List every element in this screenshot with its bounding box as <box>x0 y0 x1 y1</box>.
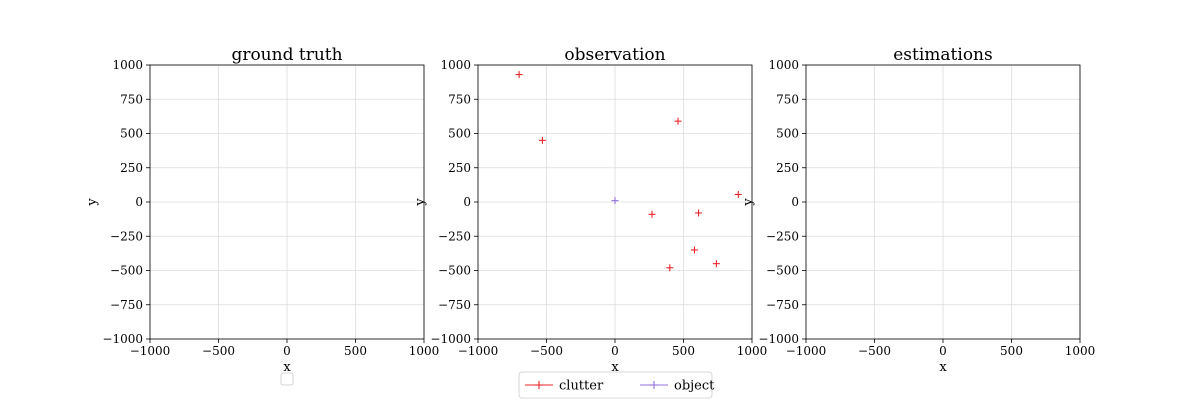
legend <box>280 372 294 386</box>
y-tick-label: 500 <box>776 127 799 141</box>
x-tick-label: 500 <box>344 344 367 358</box>
y-tick-label: 750 <box>120 92 143 106</box>
clutter-point <box>666 264 674 272</box>
x-tick-label: −500 <box>530 344 563 358</box>
y-tick-label: −250 <box>110 229 143 243</box>
chart-panel-3: −1000 −500 0 500 1000 −1000 −750 −500 −250 0 250 50… <box>741 45 1095 375</box>
y-tick-label: 0 <box>135 195 143 209</box>
y-tick-label: 1000 <box>112 58 143 72</box>
y-tick-label: −1000 <box>102 332 143 346</box>
clutter-point <box>695 209 703 217</box>
y-tick-label: 750 <box>776 92 799 106</box>
legend-marker <box>535 381 543 389</box>
chart-title: ground truth <box>231 45 342 65</box>
clutter-point <box>648 210 656 218</box>
legend-box <box>518 371 713 399</box>
clutter-point <box>515 71 523 79</box>
y-tick-label: 750 <box>448 92 471 106</box>
object-point <box>611 197 619 205</box>
x-tick-label: −1000 <box>458 344 499 358</box>
x-tick-label: 0 <box>283 344 291 358</box>
legend-entry-object: object <box>640 379 715 394</box>
x-tick-label: −1000 <box>786 344 827 358</box>
y-tick-label: −250 <box>438 229 471 243</box>
x-tick-label: −500 <box>858 344 891 358</box>
panels: −1000 −500 0 500 1000−1000−750−500−250025050… <box>85 45 1095 399</box>
clutter-point <box>538 136 546 144</box>
y-tick-label: 500 <box>448 127 471 141</box>
x-tick-label: 1000 <box>1065 344 1096 358</box>
y-tick-label: −500 <box>766 264 799 278</box>
x-axis-label: x <box>939 360 947 375</box>
legend: clutter object <box>518 371 715 399</box>
y-tick-label: 250 <box>120 161 143 175</box>
grid-lines <box>805 64 1081 340</box>
y-tick-label: −500 <box>438 264 471 278</box>
x-tick-label: 0 <box>939 344 947 358</box>
clutter-point <box>690 246 698 254</box>
legend-label: object <box>674 379 715 394</box>
y-tick-label: 250 <box>448 161 471 175</box>
x-axis-label: x <box>283 360 291 375</box>
x-tick-label: 1000 <box>737 344 768 358</box>
y-axis-label: y <box>413 198 428 207</box>
chart-panel-1: −1000 −500 0 500 1000 −1000 −750 −500 −250 0 250 50… <box>85 45 440 386</box>
y-tick-label: 0 <box>463 195 471 209</box>
chart-title: observation <box>564 45 665 65</box>
x-tick-label: −1000 <box>130 344 171 358</box>
y-tick-label: 0 <box>791 195 799 209</box>
x-axis-label: x <box>611 360 619 375</box>
legend-entry-clutter: clutter <box>525 379 604 394</box>
y-tick-label: −750 <box>438 298 471 312</box>
y-tick-label: −250 <box>766 229 799 243</box>
y-tick-label: 250 <box>776 161 799 175</box>
x-tick-label: −500 <box>202 344 235 358</box>
clutter-point <box>674 117 682 125</box>
y-tick-label: 500 <box>120 127 143 141</box>
clutter-point <box>712 260 720 268</box>
x-tick-label: 500 <box>672 344 695 358</box>
x-tick-label: 500 <box>1000 344 1023 358</box>
y-tick-label: 1000 <box>768 58 799 72</box>
x-tick-label: 0 <box>611 344 619 358</box>
y-tick-label: −500 <box>110 264 143 278</box>
grid-lines <box>149 64 425 340</box>
legend-box <box>280 372 294 386</box>
legend-label: clutter <box>559 379 604 394</box>
y-axis-label: y <box>85 198 100 207</box>
clutter-point <box>734 190 742 198</box>
chart-panel-2: −1000 −500 0 500 1000 −1000 −750 −500 −250 0 250 50… <box>413 45 768 399</box>
y-tick-label: −750 <box>766 298 799 312</box>
y-tick-label: −750 <box>110 298 143 312</box>
series-clutter <box>515 71 742 272</box>
chart-title: estimations <box>893 45 993 65</box>
y-tick-label: −1000 <box>430 332 471 346</box>
legend-marker <box>650 381 658 389</box>
series-object <box>611 197 619 205</box>
y-tick-label: −1000 <box>758 332 799 346</box>
x-tick-label: 1000 <box>409 344 440 358</box>
y-axis-label: y <box>741 198 756 207</box>
y-tick-label: 1000 <box>440 58 471 72</box>
